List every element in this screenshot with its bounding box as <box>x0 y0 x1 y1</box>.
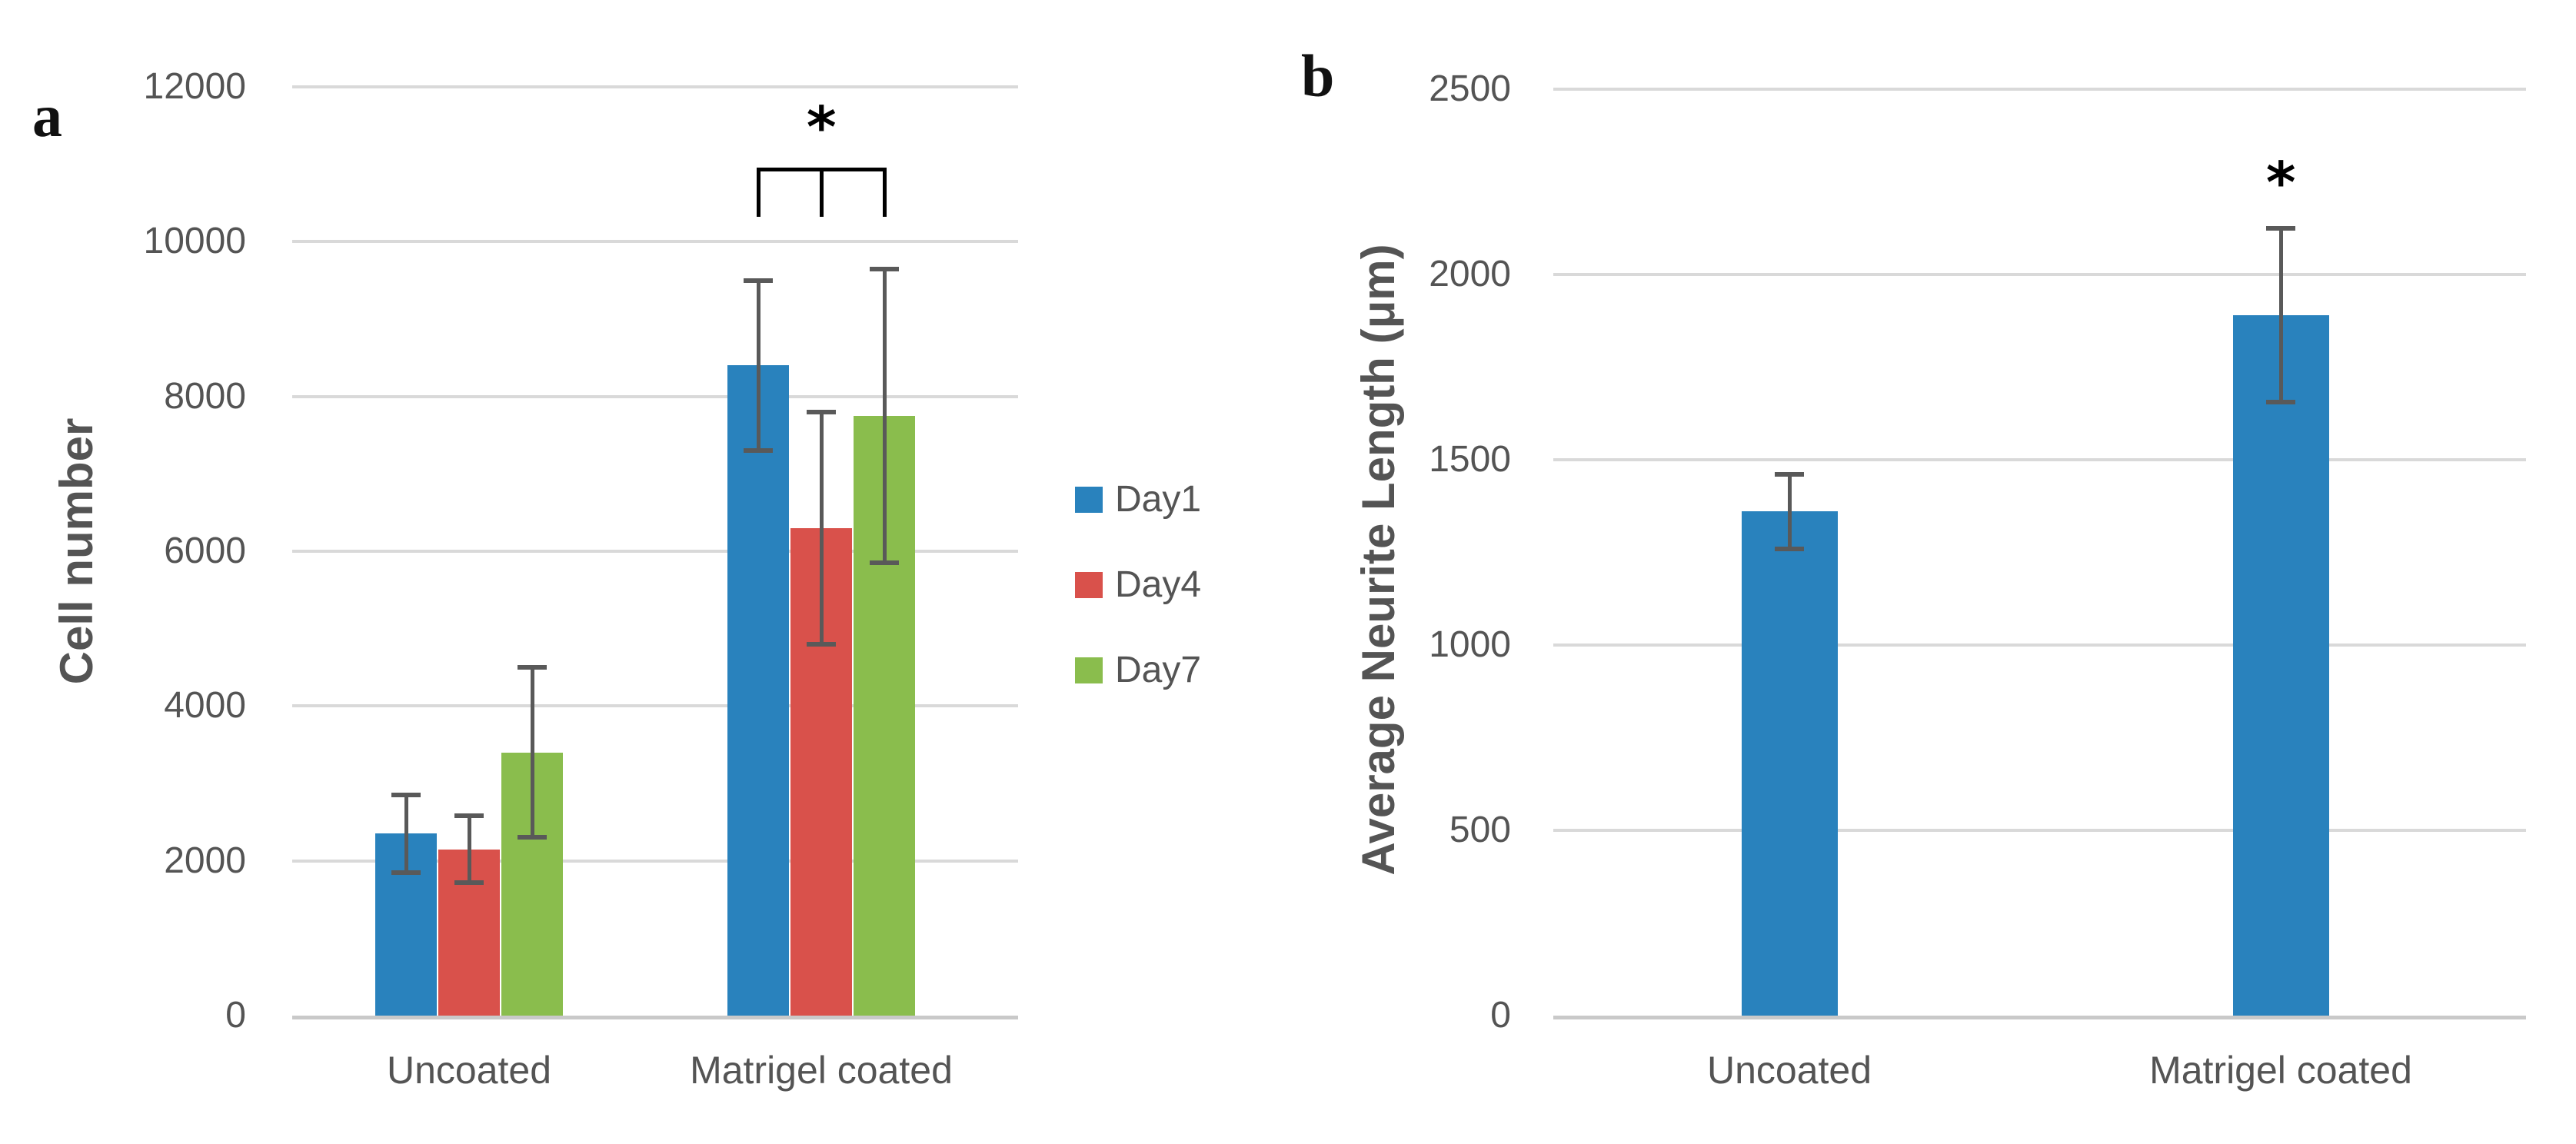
y-tick-label-12000: 12000 <box>143 66 246 107</box>
gridline-12000 <box>292 85 1018 88</box>
bar-series-uncoated <box>1741 511 1838 1016</box>
error-bar-cap-bottom <box>1775 546 1805 551</box>
error-bar-day4-matrigel-coated <box>819 411 824 644</box>
x-category-label-b-matrigel: Matrigel coated <box>2149 1049 2412 1092</box>
panel-letter-a: a <box>32 82 62 149</box>
gridline-2500 <box>1553 88 2526 91</box>
error-bar-cap-top <box>870 266 900 271</box>
bar-day1-matrigel-coated <box>727 365 790 1016</box>
legend-item-day7: Day7 <box>1075 650 1202 690</box>
error-bar-cap-bottom <box>2266 400 2296 405</box>
y-tick-label-2000: 2000 <box>1429 254 1511 294</box>
error-bar-cap-bottom <box>870 560 900 566</box>
gridline-6000 <box>292 550 1018 553</box>
x-category-label-a-uncoated: Uncoated <box>386 1049 552 1092</box>
error-bar-day7-matrigel-coated <box>882 268 887 564</box>
gridline-10000 <box>292 240 1018 244</box>
error-bar-day1-uncoated <box>404 795 408 873</box>
y-axis-title-neurite-length: Average Neurite Length (μm) <box>1353 244 1404 876</box>
y-tick-label-500: 500 <box>1449 810 1511 850</box>
significance-asterisk-b: * <box>2265 150 2296 216</box>
error-bar-day7-uncoated <box>530 667 534 838</box>
y-tick-label-6000: 6000 <box>164 530 246 571</box>
significance-bracket-leg-1 <box>819 168 824 217</box>
error-bar-cap-top <box>518 665 547 670</box>
error-bar-cap-top <box>1775 472 1805 477</box>
significance-bracket-leg-2 <box>882 168 887 217</box>
legend-swatch-day4 <box>1075 572 1103 598</box>
gridline-2000 <box>292 859 1018 863</box>
y-tick-label-8000: 8000 <box>164 375 246 417</box>
error-bar-cap-bottom <box>518 835 547 840</box>
gridline-2000 <box>1553 273 2526 276</box>
gridline-1500 <box>1553 458 2526 461</box>
gridline-8000 <box>292 394 1018 398</box>
bar-series-matrigel-coated <box>2232 315 2329 1016</box>
y-tick-label-4000: 4000 <box>164 685 246 727</box>
legend: Day1 Day4 Day7 <box>1075 469 1275 715</box>
legend-label-day1: Day1 <box>1115 479 1202 520</box>
panel-letter-b: b <box>1301 42 1335 109</box>
gridline-500 <box>1553 829 2526 832</box>
y-tick-label-2500: 2500 <box>1429 68 1511 109</box>
error-bar-series-matrigel-coated <box>2278 228 2283 403</box>
error-bar-series-uncoated <box>1787 474 1792 549</box>
gridline-1000 <box>1553 644 2526 647</box>
error-bar-cap-bottom <box>807 641 837 647</box>
error-bar-cap-bottom <box>454 880 484 885</box>
legend-swatch-day7 <box>1075 657 1103 683</box>
legend-label-day7: Day7 <box>1115 650 1202 690</box>
error-bar-day1-matrigel-coated <box>756 280 760 451</box>
x-axis-line <box>1553 1016 2526 1019</box>
significance-bracket-leg-0 <box>756 168 760 217</box>
y-tick-label-10000: 10000 <box>143 221 246 262</box>
legend-item-day1: Day1 <box>1075 479 1202 520</box>
x-category-label-a-matrigel: Matrigel coated <box>690 1049 953 1092</box>
legend-label-day4: Day4 <box>1115 564 1202 605</box>
gridline-4000 <box>292 704 1018 708</box>
error-bar-cap-top <box>744 278 774 283</box>
x-category-label-b-uncoated: Uncoated <box>1706 1049 1872 1092</box>
error-bar-cap-bottom <box>744 448 774 454</box>
significance-asterisk-a: * <box>806 95 837 161</box>
y-tick-label-2000: 2000 <box>164 840 246 881</box>
x-axis-line <box>292 1016 1018 1019</box>
y-tick-label-1000: 1000 <box>1429 624 1511 665</box>
y-tick-label-0: 0 <box>1490 995 1511 1036</box>
error-bar-cap-bottom <box>391 870 421 875</box>
y-tick-label-0: 0 <box>225 995 246 1036</box>
error-bar-cap-top <box>2266 225 2296 231</box>
legend-swatch-day1 <box>1075 487 1103 513</box>
legend-item-day4: Day4 <box>1075 564 1202 605</box>
error-bar-cap-top <box>454 813 484 819</box>
error-bar-cap-top <box>807 409 837 414</box>
error-bar-cap-top <box>391 793 421 798</box>
y-tick-label-1500: 1500 <box>1429 439 1511 480</box>
error-bar-day4-uncoated <box>467 816 471 883</box>
